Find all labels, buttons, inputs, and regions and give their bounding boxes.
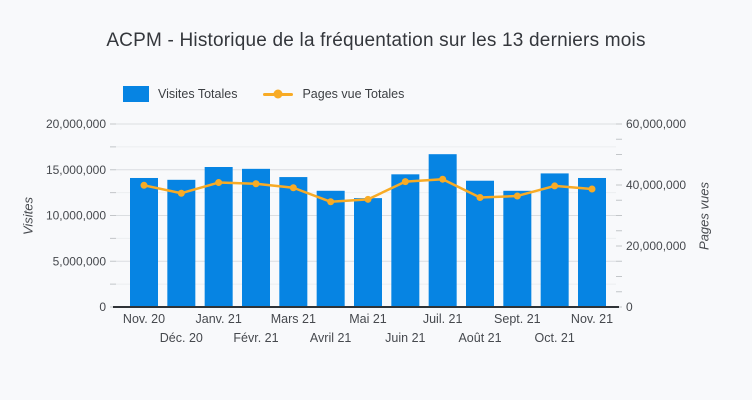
legend-item-pages[interactable]: Pages vue Totales <box>263 87 404 101</box>
legend: Visites Totales Pages vue Totales <box>123 86 404 102</box>
legend-label-pages: Pages vue Totales <box>302 87 405 101</box>
bar-Nov. 21 <box>578 177 606 307</box>
svg-text:Nov. 20: Nov. 20 <box>123 312 165 326</box>
svg-text:Sept. 21: Sept. 21 <box>494 312 541 326</box>
bar-Oct. 21 <box>540 173 569 307</box>
bar-Avril 21 <box>316 190 345 307</box>
svg-text:Févr. 21: Févr. 21 <box>233 331 278 345</box>
bars-visites-totales <box>130 154 606 307</box>
svg-text:Juin 21: Juin 21 <box>385 331 425 345</box>
y-axis-left: 0 5,000,000 10,000,000 15,000,000 20,000,000 <box>46 117 116 314</box>
svg-text:Janv. 21: Janv. 21 <box>196 312 242 326</box>
svg-text:10,000,000: 10,000,000 <box>46 209 106 223</box>
legend-item-visites[interactable]: Visites Totales <box>123 86 237 102</box>
svg-text:Août 21: Août 21 <box>458 331 501 345</box>
svg-text:0: 0 <box>626 300 633 314</box>
svg-text:Mars 21: Mars 21 <box>271 312 316 326</box>
svg-text:0: 0 <box>99 300 106 314</box>
legend-label-visites: Visites Totales <box>158 87 238 101</box>
bar-Déc. 20 <box>167 179 196 307</box>
marker-Juin 21 <box>401 178 409 186</box>
bar-swatch-icon <box>123 86 149 102</box>
line-pages-vue-totales <box>140 175 596 206</box>
y-axis-right: 0 20,000,000 40,000,000 60,000,000 <box>616 117 686 314</box>
svg-text:5,000,000: 5,000,000 <box>53 254 107 268</box>
marker-Avril 21 <box>327 198 335 206</box>
svg-text:Avril 21: Avril 21 <box>310 331 352 345</box>
svg-text:20,000,000: 20,000,000 <box>46 117 106 131</box>
marker-Mai 21 <box>364 195 372 203</box>
svg-text:Juil. 21: Juil. 21 <box>423 312 463 326</box>
marker-Nov. 20 <box>140 181 148 189</box>
marker-Déc. 20 <box>177 189 185 197</box>
marker-Nov. 21 <box>588 185 596 193</box>
chart-title: ACPM - Historique de la fréquentation su… <box>106 30 646 51</box>
marker-Mars 21 <box>289 184 297 192</box>
bar-Nov. 20 <box>130 177 158 307</box>
svg-text:40,000,000: 40,000,000 <box>626 178 686 192</box>
bar-Mars 21 <box>279 177 308 307</box>
bar-Sept. 21 <box>503 190 532 307</box>
bar-Mai 21 <box>354 198 382 307</box>
svg-text:Nov. 21: Nov. 21 <box>571 312 613 326</box>
x-axis-labels: Nov. 20 Déc. 20 Janv. 21 Févr. 21 Mars 21 Avr… <box>123 312 613 345</box>
svg-text:20,000,000: 20,000,000 <box>626 239 686 253</box>
marker-Févr. 21 <box>252 180 260 188</box>
marker-Août 21 <box>476 194 484 202</box>
bar-Janv. 21 <box>204 167 233 307</box>
svg-text:Oct. 21: Oct. 21 <box>535 331 575 345</box>
bar-Août 21 <box>466 180 494 307</box>
line-swatch-dot-icon <box>273 89 283 99</box>
marker-Juil. 21 <box>439 175 447 183</box>
svg-text:15,000,000: 15,000,000 <box>46 163 106 177</box>
line-swatch-icon <box>263 89 294 99</box>
bar-Févr. 21 <box>242 168 270 307</box>
marker-Oct. 21 <box>551 182 559 190</box>
svg-text:Mai 21: Mai 21 <box>349 312 387 326</box>
marker-Janv. 21 <box>215 179 223 187</box>
bar-Juin 21 <box>391 174 420 307</box>
svg-text:Déc. 20: Déc. 20 <box>160 331 203 345</box>
marker-Sept. 21 <box>513 192 521 200</box>
svg-text:60,000,000: 60,000,000 <box>626 117 686 131</box>
